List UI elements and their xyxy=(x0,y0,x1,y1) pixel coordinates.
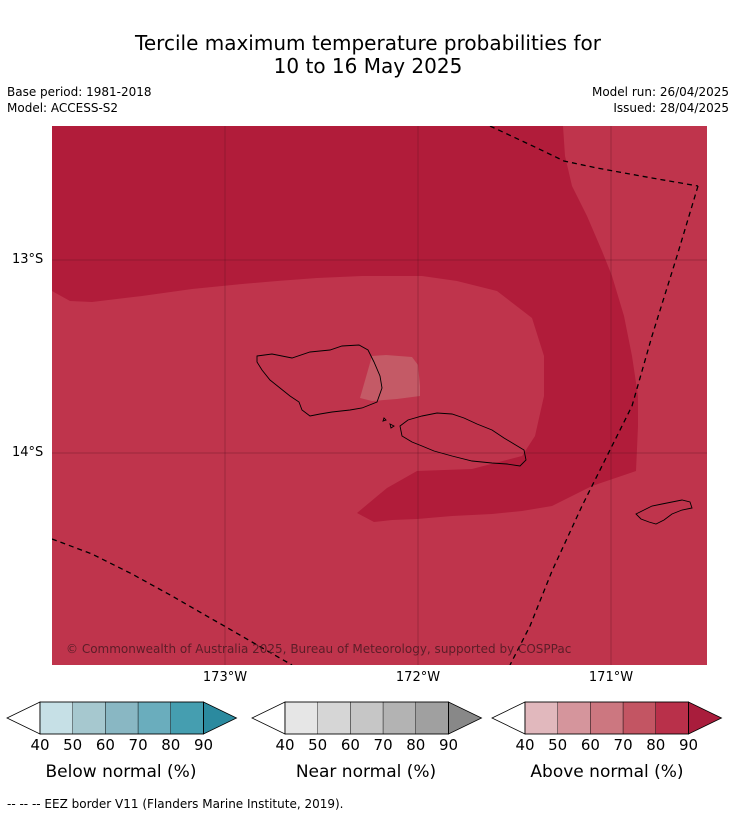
colorbar-near-normal xyxy=(251,701,483,735)
colorbar-tick: 50 xyxy=(308,736,328,754)
lon-tick-173w: 173°W xyxy=(202,670,248,685)
colorbar-tick: 70 xyxy=(613,736,633,754)
colorbar-tick: 60 xyxy=(580,736,600,754)
colorbar-segment xyxy=(524,701,558,735)
island-tutuila xyxy=(635,499,693,525)
colorbar-label-above: Above normal (%) xyxy=(530,762,684,782)
colorbar-tick: 90 xyxy=(193,736,214,754)
colorbar-label-near: Near normal (%) xyxy=(295,762,437,782)
colorbar-outline xyxy=(284,701,449,735)
colorbar-tick: 50 xyxy=(548,736,568,754)
title-line-2: 10 to 16 May 2025 xyxy=(273,54,463,78)
map-title: Tercile maximum temperature probabilitie… xyxy=(0,32,736,78)
colorbar-extend-low xyxy=(491,701,526,735)
colorbar-above-normal xyxy=(491,701,723,735)
island-savaii xyxy=(256,344,383,417)
issued-date: Issued: 28/04/2025 xyxy=(613,101,729,115)
colorbar-outline xyxy=(39,701,204,735)
colorbar-segment xyxy=(590,701,624,735)
lon-tick-172w: 172°W xyxy=(395,670,441,685)
colorbar-tick: 70 xyxy=(128,736,148,754)
colorbar-segment xyxy=(655,701,689,735)
graticule xyxy=(52,126,707,665)
eez-border-southwest xyxy=(52,538,293,665)
base-period: Base period: 1981-2018 xyxy=(7,85,152,99)
colorbar-segment xyxy=(72,701,106,735)
colorbar-extend-high xyxy=(688,701,723,735)
colorbar-segment xyxy=(39,701,73,735)
islet-manono xyxy=(382,417,387,422)
colorbar-extend-low xyxy=(6,701,41,735)
colorbar-tick: 80 xyxy=(406,736,426,754)
colorbar-segment xyxy=(622,701,656,735)
colorbar-tick: 70 xyxy=(373,736,393,754)
above-90-region-north xyxy=(52,126,638,522)
colorbar-tick: 40 xyxy=(515,736,535,754)
colorbar-extend-high xyxy=(203,701,238,735)
colorbar-tick: 50 xyxy=(63,736,83,754)
meta-right: Model run: 26/04/2025 Issued: 28/04/2025 xyxy=(592,84,729,116)
colorbar-tick: 60 xyxy=(95,736,115,754)
eez-borders xyxy=(52,126,699,665)
meta-left: Base period: 1981-2018 Model: ACCESS-S2 xyxy=(7,84,152,116)
eez-footnote: -- -- -- EEZ border V11 (Flanders Marine… xyxy=(7,797,344,811)
colorbar-below-normal xyxy=(6,701,238,735)
colorbar-segment xyxy=(170,701,204,735)
colorbar-segment xyxy=(382,701,417,735)
lat-tick-14s: 14°S xyxy=(12,445,44,460)
colorbar-segment xyxy=(137,701,172,735)
lat-tick-13s: 13°S xyxy=(12,252,44,267)
islands xyxy=(256,344,693,525)
islet-apolima xyxy=(389,423,395,429)
probability-map: © Commonwealth of Australia 2025, Bureau… xyxy=(52,126,707,665)
colorbars xyxy=(6,701,723,735)
eez-border-east xyxy=(509,185,699,665)
colorbar-segment xyxy=(415,701,449,735)
island-upolu xyxy=(399,412,527,467)
colorbar-segment xyxy=(105,701,139,735)
model-name: Model: ACCESS-S2 xyxy=(7,101,119,115)
copyright-notice: © Commonwealth of Australia 2025, Bureau… xyxy=(66,642,571,656)
colorbar-extend-high xyxy=(448,701,483,735)
colorbar-extend-low xyxy=(251,701,286,735)
title-line-1: Tercile maximum temperature probabilitie… xyxy=(135,31,601,55)
colorbar-outline xyxy=(524,701,689,735)
colorbar-tick: 40 xyxy=(30,736,50,754)
colorbar-segment xyxy=(557,701,591,735)
colorbar-tick: 80 xyxy=(161,736,181,754)
colorbar-segment xyxy=(350,701,384,735)
colorbar-tick: 80 xyxy=(646,736,666,754)
above-70-patch xyxy=(360,355,420,401)
colorbar-label-below: Below normal (%) xyxy=(45,762,197,782)
colorbar-tick: 40 xyxy=(275,736,295,754)
model-run: Model run: 26/04/2025 xyxy=(591,85,729,99)
colorbar-tick: 90 xyxy=(678,736,699,754)
lon-tick-171w: 171°W xyxy=(588,670,634,685)
colorbar-tick: 60 xyxy=(340,736,360,754)
colorbar-segment xyxy=(317,701,351,735)
colorbar-segment xyxy=(284,701,318,735)
colorbar-tick: 90 xyxy=(438,736,459,754)
